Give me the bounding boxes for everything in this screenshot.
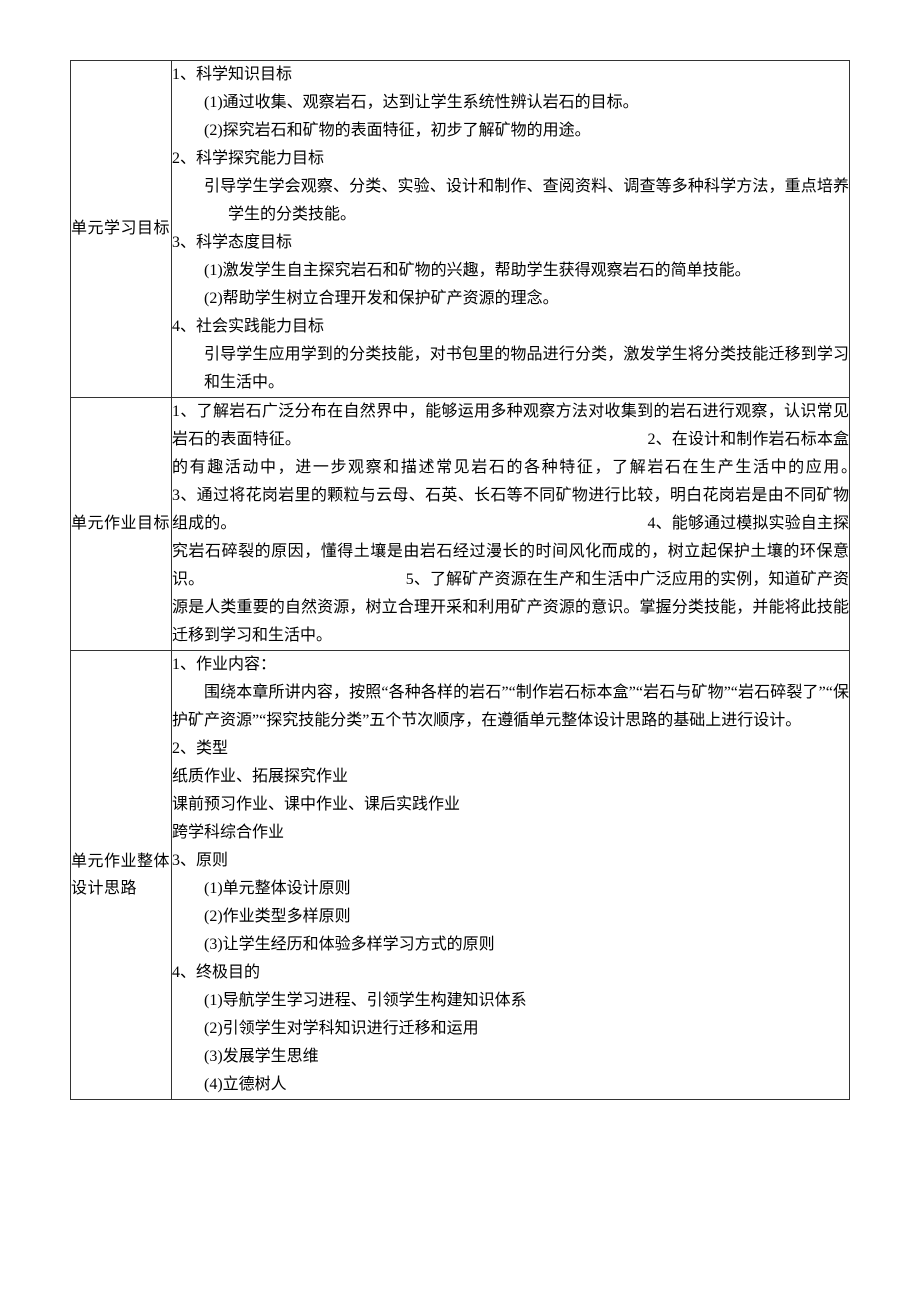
body-text: 跨学科综合作业	[172, 819, 849, 847]
body-text: (1)通过收集、观察岩石，达到让学生系统性辨认岩石的目标。	[172, 89, 849, 117]
body-text: 引导学生应用学到的分类技能，对书包里的物品进行分类，激发学生将分类技能迁移到学习…	[172, 341, 849, 397]
heading: 3、科学态度目标	[172, 229, 849, 257]
label-text: 单元作业整体设计思路	[71, 853, 170, 897]
body-text: (3)让学生经历和体验多样学习方式的原则	[172, 931, 849, 959]
body-text: 引导学生学会观察、分类、实验、设计和制作、查阅资料、调查等多种科学方法，重点培养…	[172, 173, 849, 229]
body-text: (4)立德树人	[172, 1071, 849, 1099]
row3-content: 1、作业内容： 围绕本章所讲内容，按照“各种各样的岩石”“制作岩石标本盒”“岩石…	[172, 651, 850, 1100]
row2-content: 1、了解岩石广泛分布在自然界中，能够运用多种观察方法对收集到的岩石进行观察，认识…	[172, 398, 850, 651]
body-text: (1)激发学生自主探究岩石和矿物的兴趣，帮助学生获得观察岩石的简单技能。	[172, 257, 849, 285]
document-page: 单元学习目标 1、科学知识目标 (1)通过收集、观察岩石，达到让学生系统性辨认岩…	[0, 0, 920, 1160]
row1-content: 1、科学知识目标 (1)通过收集、观察岩石，达到让学生系统性辨认岩石的目标。 (…	[172, 61, 850, 398]
body-text: 围绕本章所讲内容，按照“各种各样的岩石”“制作岩石标本盒”“岩石与矿物”“岩石碎…	[172, 679, 849, 735]
unit-design-table: 单元学习目标 1、科学知识目标 (1)通过收集、观察岩石，达到让学生系统性辨认岩…	[70, 60, 850, 1100]
body-text: (2)帮助学生树立合理开发和保护矿产资源的理念。	[172, 285, 849, 313]
heading: 2、类型	[172, 735, 849, 763]
heading: 2、科学探究能力目标	[172, 145, 849, 173]
body-text: (3)发展学生思维	[172, 1043, 849, 1071]
table-row: 单元作业目标 1、了解岩石广泛分布在自然界中，能够运用多种观察方法对收集到的岩石…	[71, 398, 850, 651]
body-text: (2)作业类型多样原则	[172, 903, 849, 931]
heading: 4、终极目的	[172, 959, 849, 987]
body-text: (1)导航学生学习进程、引领学生构建知识体系	[172, 987, 849, 1015]
body-text: 课前预习作业、课中作业、课后实践作业	[172, 791, 849, 819]
table-row: 单元学习目标 1、科学知识目标 (1)通过收集、观察岩石，达到让学生系统性辨认岩…	[71, 61, 850, 398]
body-text: 1、了解岩石广泛分布在自然界中，能够运用多种观察方法对收集到的岩石进行观察，认识…	[172, 398, 849, 650]
heading: 4、社会实践能力目标	[172, 313, 849, 341]
label-text: 单元学习目标	[71, 220, 170, 237]
heading: 3、原则	[172, 847, 849, 875]
body-text: (1)单元整体设计原则	[172, 875, 849, 903]
row3-label: 单元作业整体设计思路	[71, 651, 172, 1100]
body-text: 纸质作业、拓展探究作业	[172, 763, 849, 791]
row1-label: 单元学习目标	[71, 61, 172, 398]
row2-label: 单元作业目标	[71, 398, 172, 651]
label-text: 单元作业目标	[71, 515, 170, 532]
body-text: (2)引领学生对学科知识进行迁移和运用	[172, 1015, 849, 1043]
heading: 1、科学知识目标	[172, 61, 849, 89]
body-text: (2)探究岩石和矿物的表面特征，初步了解矿物的用途。	[172, 117, 849, 145]
table-row: 单元作业整体设计思路 1、作业内容： 围绕本章所讲内容，按照“各种各样的岩石”“…	[71, 651, 850, 1100]
heading: 1、作业内容：	[172, 651, 849, 679]
